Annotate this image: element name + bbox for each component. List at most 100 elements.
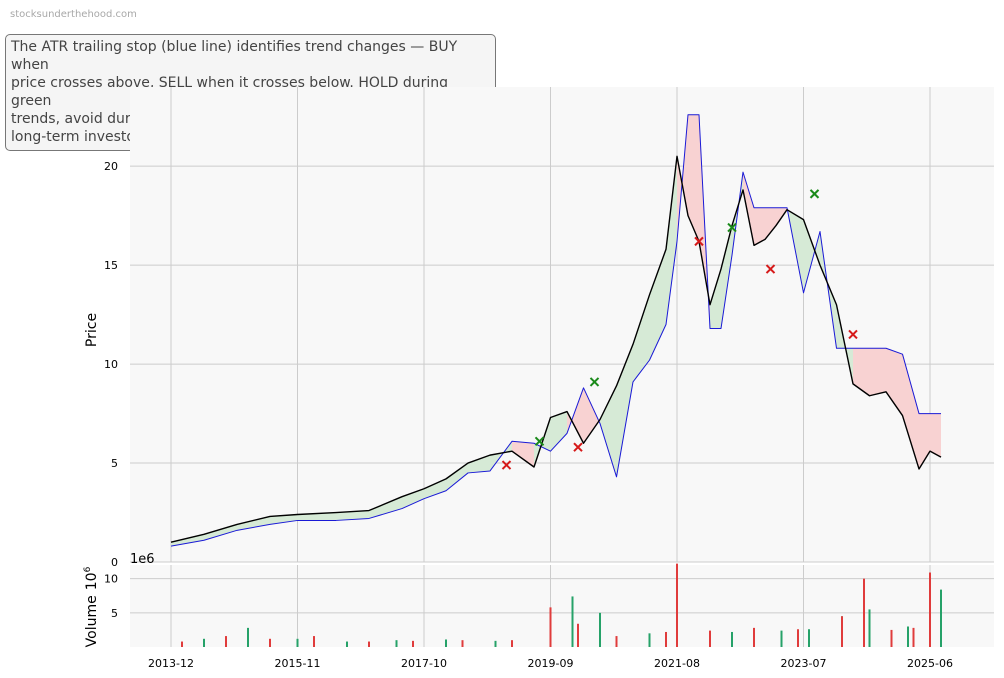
price-axis-label: Price [84,313,100,347]
volume-bar-down [863,578,865,647]
volume-bar-down [269,638,271,647]
downtrend-fill [886,348,903,416]
price-tick-label: 15 [104,259,118,272]
sell-marker [501,460,512,470]
downtrend-fill [512,441,534,467]
uptrend-fill [710,269,721,329]
uptrend-fill [468,455,490,473]
marker-stroke [501,460,512,470]
marker-stroke [534,436,545,446]
volume-bar-up [296,638,299,647]
volume-bar-down [461,640,464,647]
x-tick-label: 2015-11 [275,657,321,670]
volume-bar-down [368,641,370,647]
atr-stop-line [170,114,941,547]
volume-bar-down [181,641,183,647]
downtrend-fill [765,207,776,240]
x-tick-label: 2019-09 [528,657,574,670]
volume-tick-label: 10 [104,573,118,586]
uptrend-fill [721,225,732,329]
volume-bar-up [731,631,733,647]
uptrend-fill [600,385,617,477]
x-tick-label: 2023-07 [781,657,827,670]
volume-bar-down [412,640,414,647]
price-tick-label: 20 [104,160,118,173]
watermark: stocksunderthehood.com [10,9,137,20]
volume-bar-down [225,636,227,647]
volume-tick-label: 5 [111,607,118,620]
buy-marker [809,189,820,199]
volume-bar-down [890,629,893,647]
volume-bar-down [313,636,315,647]
sell-marker [848,329,858,340]
uptrend-fill [237,516,270,531]
uptrend-fill [204,524,237,541]
volume-bar-down [676,563,678,647]
price-plot-area [130,87,994,562]
x-tick-label: 2025-06 [907,657,953,670]
volume-bar-up [907,626,909,647]
downtrend-fill [754,207,765,246]
volume-bar-down [549,607,552,647]
volume-bar-down [912,627,915,647]
volume-axis-label-base: 10 [84,572,100,590]
downtrend-fill [853,348,870,396]
volume-offset-text: 1e6 [130,552,155,567]
uptrend-fill [424,478,446,499]
uptrend-fill [336,510,369,521]
marker-stroke [573,442,583,452]
volume-bar-up [868,609,871,647]
buy-marker [589,377,600,387]
volume-bar-up [445,639,447,647]
sell-marker [694,236,704,247]
volume-bar-down [709,630,711,647]
uptrend-fill [616,344,633,477]
x-tick-label: 2021-08 [654,657,700,670]
uptrend-fill [171,534,204,547]
volume-bar-up [203,638,205,647]
volume-bar-down [797,629,799,647]
downtrend-fill [902,354,919,469]
volume-bar-up [395,640,398,647]
uptrend-fill [270,514,298,525]
volume-bar-up [247,627,249,647]
price-line [170,155,942,543]
uptrend-fill [803,219,820,293]
volume-bar-up [599,612,601,647]
downtrend-fill [930,413,941,458]
sell-marker [573,442,583,452]
marker-stroke [694,236,704,247]
downtrend-fill [869,348,886,396]
volume-bar-up [940,589,942,647]
x-tick-label: 2017-10 [401,657,447,670]
marker-stroke [809,189,820,199]
uptrend-fill [369,496,402,519]
volume-bar-down [615,636,618,647]
downtrend-fill [743,172,754,246]
downtrend-fill [688,114,699,242]
uptrend-fill [402,488,424,509]
volume-bar-down [841,616,843,647]
downtrend-fill [567,387,584,444]
x-tick-label: 2013-12 [148,657,194,670]
volume-bar-down [577,623,579,647]
volume-bar-down [665,631,667,647]
price-tick-label: 10 [104,358,118,371]
uptrend-fill [550,411,567,452]
sell-marker [765,264,776,274]
volume-bar-up [346,641,348,647]
downtrend-fill [583,387,600,444]
volume-bar-up [571,596,574,647]
uptrend-fill [633,294,650,382]
marker-stroke [848,329,858,340]
uptrend-fill [446,463,468,491]
marker-stroke [589,377,600,387]
volume-bar-down [753,627,755,647]
volume-axis-label-power: 6 [83,566,93,572]
buy-marker [727,222,737,233]
price-tick-label: 0 [111,556,118,569]
price-tick-label: 5 [111,457,118,470]
volume-bar-up [780,630,783,647]
volume-bar-down [511,640,513,647]
